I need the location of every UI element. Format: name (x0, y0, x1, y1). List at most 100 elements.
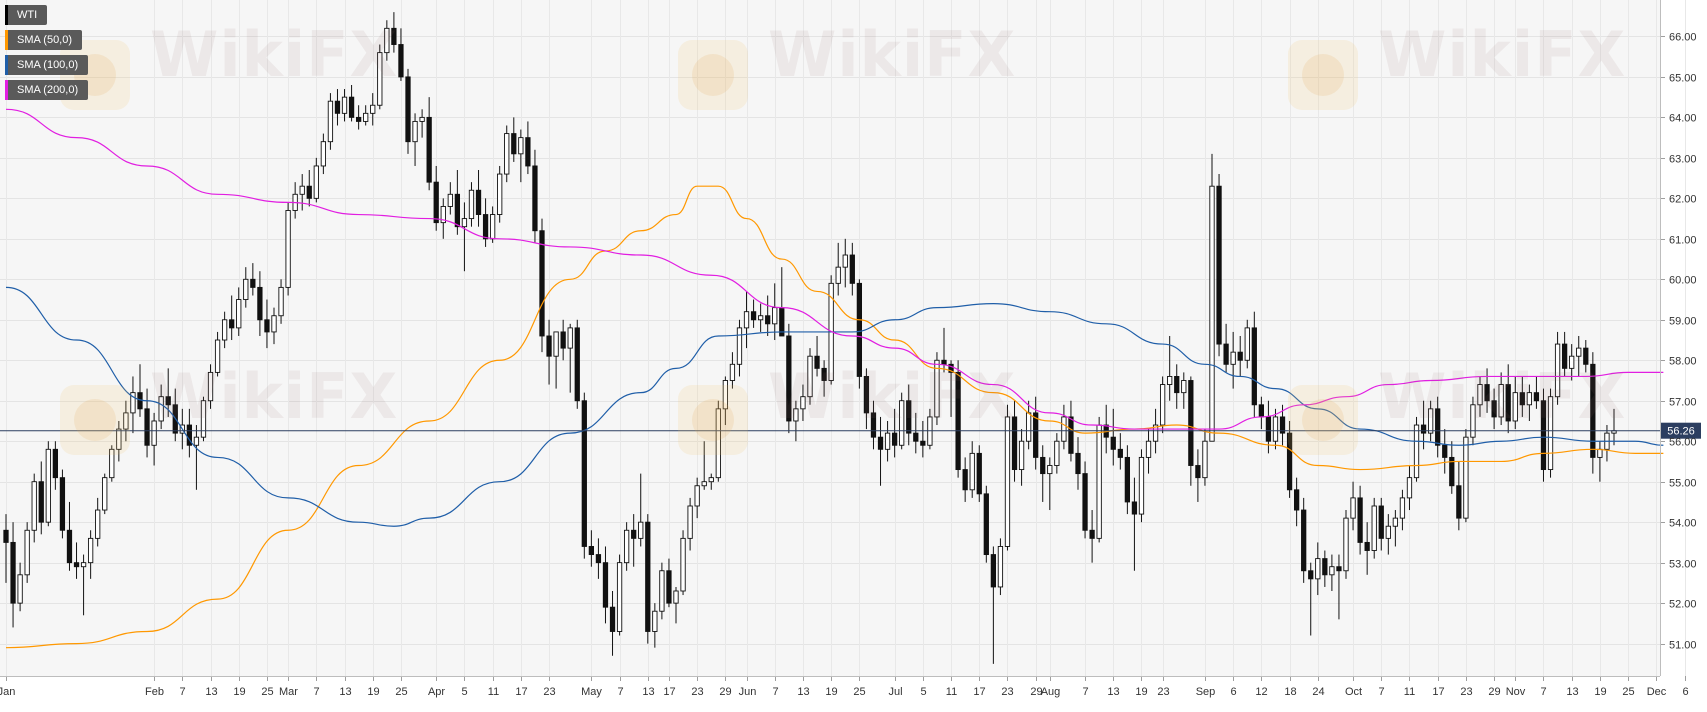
y-tick-label: 58.00 (1669, 356, 1697, 368)
candle-body-bearish (1068, 416, 1074, 454)
candle-body-bearish (66, 529, 73, 564)
candle-body-bullish (616, 562, 623, 632)
candle (1117, 433, 1123, 470)
candle (1286, 420, 1293, 498)
x-tick-label: 12 (1255, 686, 1267, 698)
candle-body-bearish (398, 44, 404, 78)
x-tick-label: 23 (1460, 686, 1472, 698)
legend-item-sma50[interactable]: SMA (50,0) (5, 30, 83, 50)
x-tick-label: 19 (1594, 686, 1606, 698)
candle-body-bearish (574, 327, 580, 402)
candle (412, 113, 418, 166)
candle (1223, 323, 1229, 373)
candle (814, 335, 820, 377)
candle (701, 441, 707, 490)
candle-body-bullish (729, 363, 736, 381)
candle-body-bearish (475, 189, 482, 215)
candle-body-bullish (236, 299, 242, 329)
candle (186, 408, 193, 458)
x-tick-label: 11 (946, 686, 957, 698)
candle-body-bullish (1427, 408, 1434, 434)
candle (990, 546, 997, 664)
candle-body-bearish (1378, 505, 1384, 539)
candle (236, 287, 242, 336)
candle-body-bullish (31, 481, 37, 531)
candle (482, 198, 489, 247)
candle-body-bullish (800, 396, 806, 410)
candle-body-bullish (1061, 416, 1067, 442)
candle-body-bullish (1512, 392, 1518, 422)
candle (1159, 376, 1166, 434)
candle-body-bearish (631, 529, 637, 539)
x-tick-label: 13 (339, 686, 351, 698)
candle (1505, 364, 1511, 434)
candle-body-bullish (1597, 448, 1603, 458)
candle-body-bullish (158, 396, 164, 422)
candle (193, 425, 200, 490)
y-axis: 51.00 52.00 53.00 54.00 55.00 56.00 57.00 58.00… (1660, 32, 1697, 652)
candle (1357, 485, 1363, 555)
candle (1301, 497, 1307, 583)
candle (1449, 441, 1455, 494)
candle (525, 121, 531, 175)
legend-item-sma200[interactable]: SMA (200,0) (5, 80, 89, 100)
candle (320, 133, 327, 175)
candle (405, 68, 411, 154)
candle (475, 170, 482, 227)
candle (1343, 510, 1349, 579)
x-tick-label: 19 (367, 686, 379, 698)
candle (835, 242, 841, 296)
candle-body-bearish (1540, 400, 1547, 471)
candle (102, 473, 108, 515)
candle-body-bearish (1590, 363, 1596, 458)
candle-body-bearish (1174, 376, 1180, 394)
legend-item-wti[interactable]: WTI (5, 5, 48, 25)
candle (976, 445, 982, 502)
candle-body-bullish (842, 254, 848, 268)
candle-body-bullish (504, 133, 510, 175)
y-tick-label: 54.00 (1669, 518, 1697, 530)
candle-body-bullish (116, 428, 122, 450)
candle-body-bearish (1442, 444, 1448, 458)
candle-body-bearish (1435, 408, 1441, 446)
x-tick-label: 13 (1107, 686, 1119, 698)
candle (207, 364, 214, 409)
candle-body-bullish (1470, 404, 1476, 438)
candle-body-bearish (941, 359, 947, 365)
x-tick-label: 19 (1135, 686, 1147, 698)
candle-body-bullish (1272, 416, 1279, 442)
candle-body-bullish (320, 141, 327, 167)
candle (1174, 364, 1180, 409)
candle-body-bullish (553, 331, 559, 357)
candle-body-bullish (835, 266, 841, 284)
legend-item-sma100[interactable]: SMA (100,0) (5, 55, 89, 75)
candle (1569, 344, 1575, 381)
x-tick-label: 5 (461, 686, 467, 698)
candle (59, 469, 66, 539)
candle (327, 93, 334, 150)
legend-swatch (5, 55, 8, 75)
candle (743, 291, 750, 349)
candle-body-bullish (1463, 436, 1469, 519)
candle-body-bearish (1089, 529, 1095, 539)
y-tick-label: 60.00 (1669, 275, 1697, 287)
candle-body-bearish (426, 116, 432, 183)
candle-body-bullish (1230, 351, 1236, 365)
candle (24, 522, 30, 583)
candle-body-bullish (1350, 497, 1356, 519)
candle (87, 530, 94, 579)
x-tick-label: 25 (261, 686, 273, 698)
candle-body-bearish (433, 181, 439, 224)
candle-body-bearish (1124, 456, 1131, 503)
candle (151, 412, 157, 466)
candle-body-bearish (750, 311, 757, 321)
candle-body-bearish (1583, 347, 1589, 365)
candle-body-bearish (1279, 416, 1286, 434)
y-tick-label: 55.00 (1669, 478, 1697, 490)
candle-body-bearish (1293, 489, 1300, 511)
candle (722, 376, 729, 426)
candle (1533, 376, 1540, 409)
candle (1096, 416, 1102, 543)
candle-body-bullish (1004, 416, 1011, 547)
candle-body-bullish (736, 327, 743, 365)
